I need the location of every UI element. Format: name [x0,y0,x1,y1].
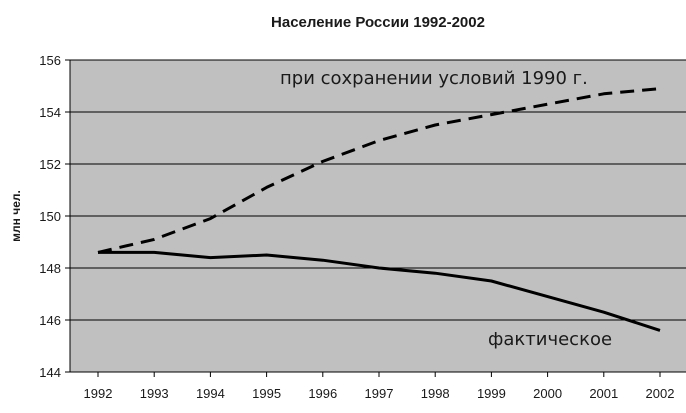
y-tick-label: 148 [39,261,61,276]
y-tick-label: 150 [39,209,61,224]
y-tick-label: 146 [39,313,61,328]
series-line-1 [98,250,661,332]
x-tick-label: 1992 [84,386,113,401]
x-tick-label: 2000 [533,386,562,401]
x-tick-label: 1999 [477,386,506,401]
x-tick-labels: 1992 1993 1994 1995 1996 1997 1998 1999 2000 2001… [84,372,675,401]
series-lines [97,87,661,332]
series-label-projection: при сохранении условий 1990 г. [280,68,588,89]
x-tick-label: 1997 [365,386,394,401]
x-tick-label: 1996 [308,386,337,401]
chart-title: Население России 1992-2002 [271,14,485,31]
y-tick-label: 144 [39,365,61,380]
series-line-0 [97,87,661,254]
x-tick-label: 2002 [646,386,675,401]
series-label-actual: фактическое [488,329,612,350]
x-tick-label: 1998 [421,386,450,401]
y-axis-label: млн чел. [9,190,23,242]
x-tick-label: 2001 [589,386,618,401]
x-tick-label: 1993 [140,386,169,401]
y-tick-label: 152 [39,157,61,172]
y-tick-label: 154 [39,105,61,120]
y-tick-label: 156 [39,53,61,68]
x-tick-label: 1995 [252,386,281,401]
x-tick-label: 1994 [196,386,225,401]
y-tick-labels: 144 146 148 150 152 154 156 [39,53,70,380]
